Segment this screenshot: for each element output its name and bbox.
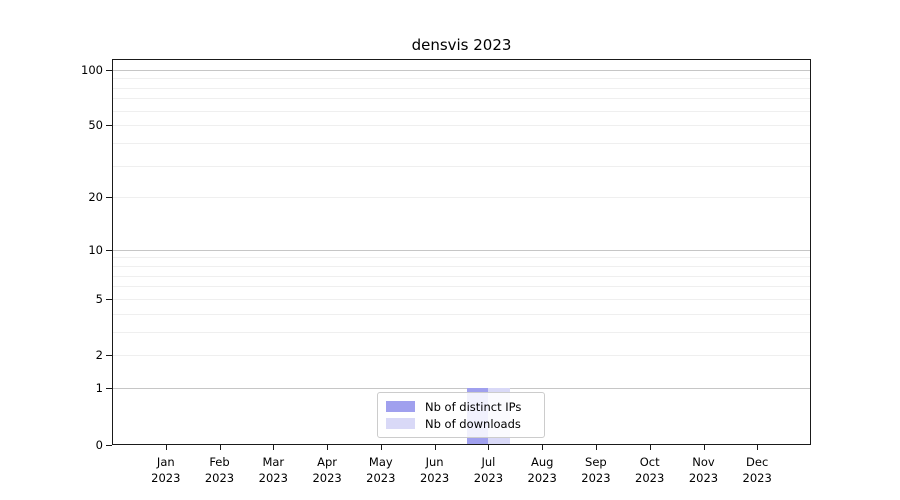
y-tick-label: 1 xyxy=(95,381,103,396)
y-gridline-minor xyxy=(112,125,811,127)
y-gridline-minor xyxy=(112,313,811,315)
legend-label-distinct-ips: Nb of distinct IPs xyxy=(425,399,522,414)
y-gridline-minor xyxy=(112,257,811,259)
y-tick-label: 20 xyxy=(88,190,103,205)
x-tick xyxy=(327,445,329,450)
y-gridline-minor xyxy=(112,355,811,357)
x-tick xyxy=(703,445,705,450)
x-tick-label: Apr 2023 xyxy=(312,454,342,485)
y-tick-label: 0 xyxy=(95,437,103,452)
legend-row-distinct-ips: Nb of distinct IPs xyxy=(386,400,544,414)
y-gridline-minor xyxy=(112,165,811,167)
x-tick xyxy=(595,445,597,450)
y-gridline-minor xyxy=(112,331,811,333)
y-gridline-major xyxy=(112,69,811,71)
y-tick xyxy=(106,298,112,300)
x-tick-label: Dec 2023 xyxy=(742,454,772,485)
y-tick-label: 10 xyxy=(88,242,103,257)
legend-swatch-downloads xyxy=(386,418,415,429)
x-tick xyxy=(380,445,382,450)
x-tick xyxy=(488,445,490,450)
y-gridline-minor xyxy=(112,98,811,100)
x-tick xyxy=(434,445,436,450)
x-tick-label: Jan 2023 xyxy=(151,454,181,485)
y-gridline-minor xyxy=(112,286,811,288)
y-gridline-major xyxy=(112,388,811,390)
x-tick xyxy=(542,445,544,450)
y-gridline-minor xyxy=(112,266,811,267)
y-gridline-minor xyxy=(112,78,811,79)
legend: Nb of distinct IPs Nb of downloads xyxy=(377,392,545,438)
y-tick xyxy=(106,125,112,127)
y-tick-label: 5 xyxy=(95,291,103,306)
x-tick xyxy=(649,445,651,450)
chart-title: densvis 2023 xyxy=(411,36,512,54)
y-tick xyxy=(106,388,112,390)
x-tick-label: May 2023 xyxy=(366,454,396,485)
y-gridline-major xyxy=(112,249,811,251)
y-gridline-minor xyxy=(112,197,811,199)
x-tick-label: Aug 2023 xyxy=(527,454,557,485)
x-tick-label: Mar 2023 xyxy=(258,454,288,485)
legend-row-downloads: Nb of downloads xyxy=(386,417,544,431)
y-tick-label: 50 xyxy=(88,118,103,133)
y-tick-label: 100 xyxy=(81,62,103,77)
x-tick xyxy=(219,445,221,450)
x-tick-label: Feb 2023 xyxy=(204,454,235,485)
x-tick-label: Jun 2023 xyxy=(419,454,450,485)
x-tick-label: Sep 2023 xyxy=(581,454,611,485)
x-tick-label: Nov 2023 xyxy=(688,454,719,485)
y-gridline-minor xyxy=(112,142,811,144)
y-gridline-minor xyxy=(112,275,811,277)
legend-swatch-distinct-ips xyxy=(386,401,415,412)
y-tick xyxy=(106,249,112,251)
y-tick xyxy=(106,69,112,71)
y-gridline-minor xyxy=(112,87,811,89)
legend-label-downloads: Nb of downloads xyxy=(425,416,521,431)
y-gridline-minor xyxy=(112,298,811,300)
x-tick-label: Jul 2023 xyxy=(473,454,504,485)
y-gridline-minor xyxy=(112,110,811,112)
y-tick-label: 2 xyxy=(95,348,103,363)
plot-area xyxy=(112,59,811,445)
y-tick xyxy=(106,444,112,446)
y-tick xyxy=(106,197,112,199)
x-tick xyxy=(165,445,167,450)
x-tick-label: Oct 2023 xyxy=(635,454,665,485)
y-tick xyxy=(106,355,112,357)
x-tick xyxy=(273,445,275,450)
x-tick xyxy=(757,445,759,450)
